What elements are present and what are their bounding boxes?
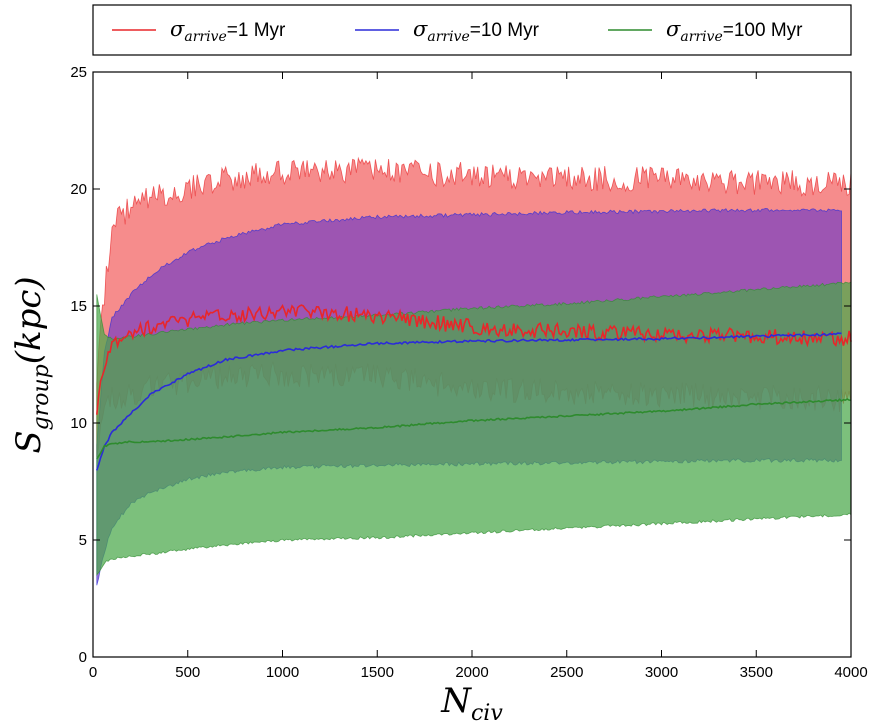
y-axis-label: Sgroup(kpc) — [9, 276, 54, 453]
series-areas — [96, 156, 852, 586]
y-tick-label: 0 — [79, 649, 87, 666]
x-tick-label: 1500 — [361, 664, 394, 681]
x-tick-label: 3000 — [645, 664, 678, 681]
x-tick-label: 0 — [89, 664, 97, 681]
y-tick-label: 10 — [70, 415, 87, 432]
legend-box — [92, 4, 852, 56]
y-tick-label: 25 — [70, 64, 87, 81]
series-2-mean-line — [96, 332, 842, 471]
legend-entry: σarrive=1 Myr — [170, 17, 286, 45]
x-tick-label: 4000 — [834, 664, 867, 681]
x-tick-label: 2000 — [455, 664, 488, 681]
series-3-mean-line — [96, 398, 852, 460]
legend-entry: σarrive=100 Myr — [666, 17, 803, 45]
y-tick-label: 15 — [70, 298, 87, 315]
legend-entry: σarrive=10 Myr — [413, 17, 540, 45]
y-tick-label: 5 — [79, 532, 87, 549]
x-axis: 0 500 1000 1500 2000 2500 3000 3500 4000 — [89, 72, 868, 681]
series-mean-lines — [96, 303, 852, 471]
legend: σarrive=1 Myr σarrive=10 Myr σarrive=100 M… — [92, 4, 852, 56]
y-axis: 0 5 10 15 20 25 — [70, 64, 851, 666]
x-axis-label: Nciv — [440, 681, 503, 726]
x-tick-label: 1000 — [266, 664, 299, 681]
x-tick-label: 2500 — [550, 664, 583, 681]
x-tick-label: 500 — [175, 664, 200, 681]
x-tick-label: 3500 — [740, 664, 773, 681]
y-tick-label: 20 — [70, 181, 87, 198]
